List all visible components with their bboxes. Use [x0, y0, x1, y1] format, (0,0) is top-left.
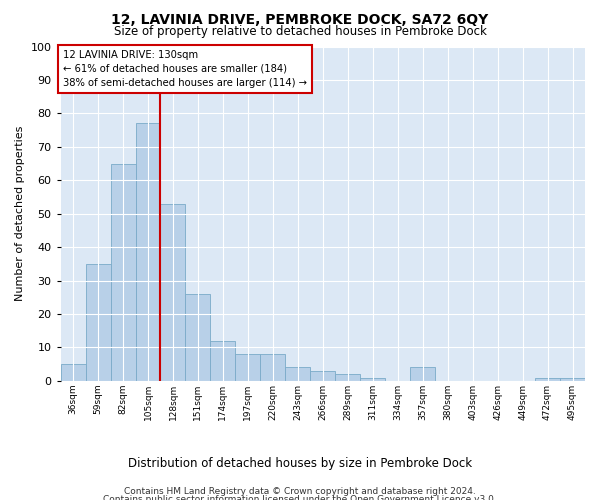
Bar [110, 164, 136, 381]
Text: Contains HM Land Registry data © Crown copyright and database right 2024.: Contains HM Land Registry data © Crown c… [124, 488, 476, 496]
Bar [235, 354, 260, 381]
Bar [335, 374, 360, 381]
Text: Size of property relative to detached houses in Pembroke Dock: Size of property relative to detached ho… [113, 25, 487, 38]
Text: Distribution of detached houses by size in Pembroke Dock: Distribution of detached houses by size … [128, 458, 472, 470]
Bar [360, 378, 385, 381]
Bar [86, 264, 110, 381]
Bar [260, 354, 286, 381]
Bar [286, 368, 310, 381]
Bar [61, 364, 86, 381]
Bar [310, 371, 335, 381]
Bar [560, 378, 585, 381]
Bar [410, 368, 435, 381]
Text: 12 LAVINIA DRIVE: 130sqm
← 61% of detached houses are smaller (184)
38% of semi-: 12 LAVINIA DRIVE: 130sqm ← 61% of detach… [63, 50, 307, 88]
Text: Contains public sector information licensed under the Open Government Licence v3: Contains public sector information licen… [103, 495, 497, 500]
Bar [185, 294, 211, 381]
Bar [136, 124, 160, 381]
Bar [211, 340, 235, 381]
Bar [160, 204, 185, 381]
Text: 12, LAVINIA DRIVE, PEMBROKE DOCK, SA72 6QY: 12, LAVINIA DRIVE, PEMBROKE DOCK, SA72 6… [112, 12, 488, 26]
Bar [535, 378, 560, 381]
Y-axis label: Number of detached properties: Number of detached properties [15, 126, 25, 302]
